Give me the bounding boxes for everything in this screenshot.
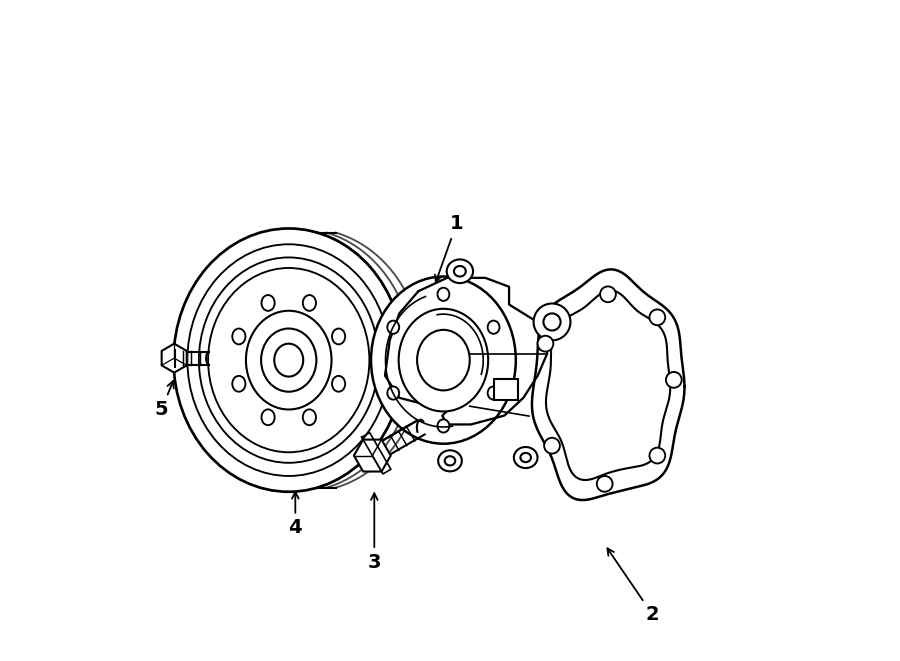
Ellipse shape — [600, 286, 616, 302]
Ellipse shape — [650, 309, 665, 325]
Ellipse shape — [544, 313, 561, 330]
Ellipse shape — [302, 295, 316, 311]
Ellipse shape — [534, 303, 571, 340]
Ellipse shape — [520, 453, 531, 462]
Ellipse shape — [446, 259, 473, 283]
Ellipse shape — [537, 336, 554, 352]
Text: 4: 4 — [289, 492, 302, 537]
Ellipse shape — [514, 447, 537, 468]
Ellipse shape — [438, 450, 462, 471]
Ellipse shape — [246, 311, 331, 409]
Text: 5: 5 — [155, 381, 174, 419]
Ellipse shape — [666, 372, 681, 388]
Ellipse shape — [417, 330, 470, 391]
Text: 3: 3 — [367, 493, 381, 572]
Text: 1: 1 — [435, 214, 464, 282]
Ellipse shape — [387, 387, 400, 400]
Ellipse shape — [445, 456, 455, 465]
Ellipse shape — [262, 295, 274, 311]
Ellipse shape — [232, 329, 246, 344]
Ellipse shape — [174, 229, 404, 492]
Ellipse shape — [454, 266, 466, 276]
Ellipse shape — [597, 476, 613, 492]
Ellipse shape — [262, 409, 274, 425]
Ellipse shape — [371, 276, 516, 444]
Ellipse shape — [437, 288, 449, 301]
Ellipse shape — [488, 321, 500, 334]
Ellipse shape — [332, 376, 346, 392]
Polygon shape — [354, 440, 391, 471]
Ellipse shape — [488, 387, 500, 400]
Ellipse shape — [387, 321, 400, 334]
Ellipse shape — [232, 376, 246, 392]
Ellipse shape — [437, 419, 449, 432]
Ellipse shape — [199, 257, 379, 463]
Ellipse shape — [302, 409, 316, 425]
Text: 2: 2 — [608, 549, 660, 625]
Ellipse shape — [261, 329, 317, 392]
Ellipse shape — [274, 344, 303, 377]
FancyBboxPatch shape — [494, 379, 518, 401]
Ellipse shape — [208, 268, 369, 452]
Polygon shape — [162, 344, 186, 373]
Ellipse shape — [650, 447, 665, 463]
Ellipse shape — [544, 438, 560, 453]
Ellipse shape — [187, 245, 390, 476]
Ellipse shape — [332, 329, 346, 344]
Ellipse shape — [399, 309, 488, 411]
